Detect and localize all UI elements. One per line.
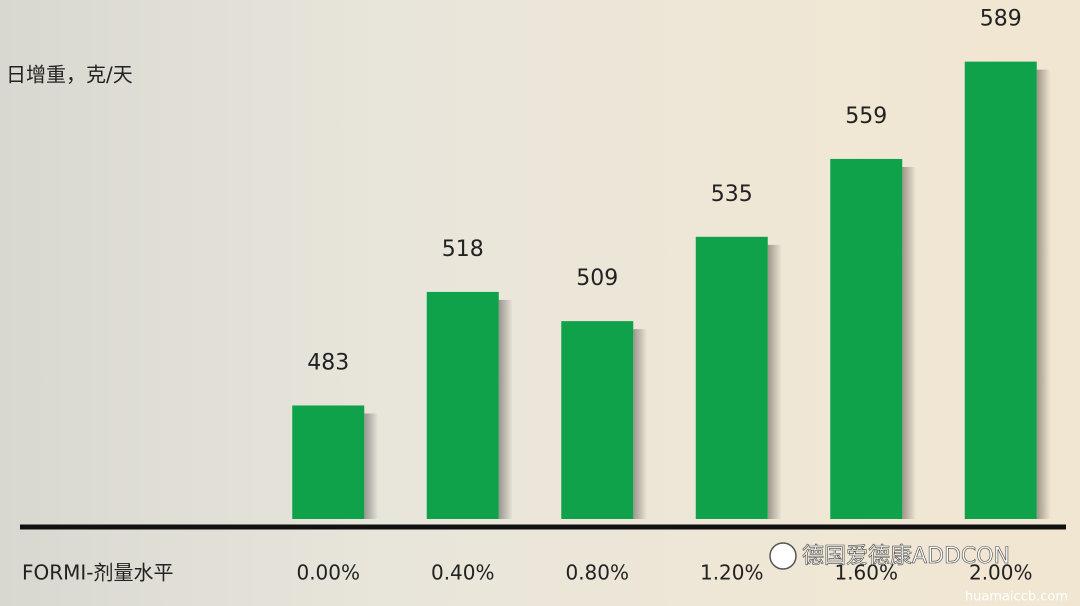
bar-shadow xyxy=(633,329,648,519)
bar xyxy=(830,158,903,519)
bar-shadow xyxy=(902,166,917,519)
value-label: 559 xyxy=(845,104,887,129)
value-label: 518 xyxy=(442,237,484,262)
bar xyxy=(292,405,365,519)
bar xyxy=(426,291,499,519)
value-label: 483 xyxy=(307,350,349,375)
wechat-icon xyxy=(769,542,797,570)
x-tick-label: 0.40% xyxy=(431,561,495,585)
value-label: 535 xyxy=(711,182,753,207)
x-tick-label: 0.80% xyxy=(565,561,629,585)
bar xyxy=(695,236,768,519)
x-tick-label: 0.00% xyxy=(296,561,360,585)
x-tick-label: 2.00% xyxy=(969,561,1033,585)
y-axis-label: 日增重，克/天 xyxy=(6,63,133,87)
watermark-url: huamaiccb.com xyxy=(965,590,1068,605)
bar-shadow xyxy=(364,413,379,519)
bar-shadow xyxy=(1036,69,1051,519)
value-label: 589 xyxy=(980,7,1022,32)
x-tick-label: 1.20% xyxy=(700,561,764,585)
x-tick-label: 1.60% xyxy=(834,561,898,585)
x-axis-label: FORMI-剂量水平 xyxy=(22,561,174,585)
bar xyxy=(561,321,634,519)
bar-shadow xyxy=(767,244,782,519)
value-label: 509 xyxy=(576,266,618,291)
bar-shadow xyxy=(498,299,513,519)
bar xyxy=(964,61,1037,519)
watermark: 德国爱德康ADDCON xyxy=(802,544,1010,569)
